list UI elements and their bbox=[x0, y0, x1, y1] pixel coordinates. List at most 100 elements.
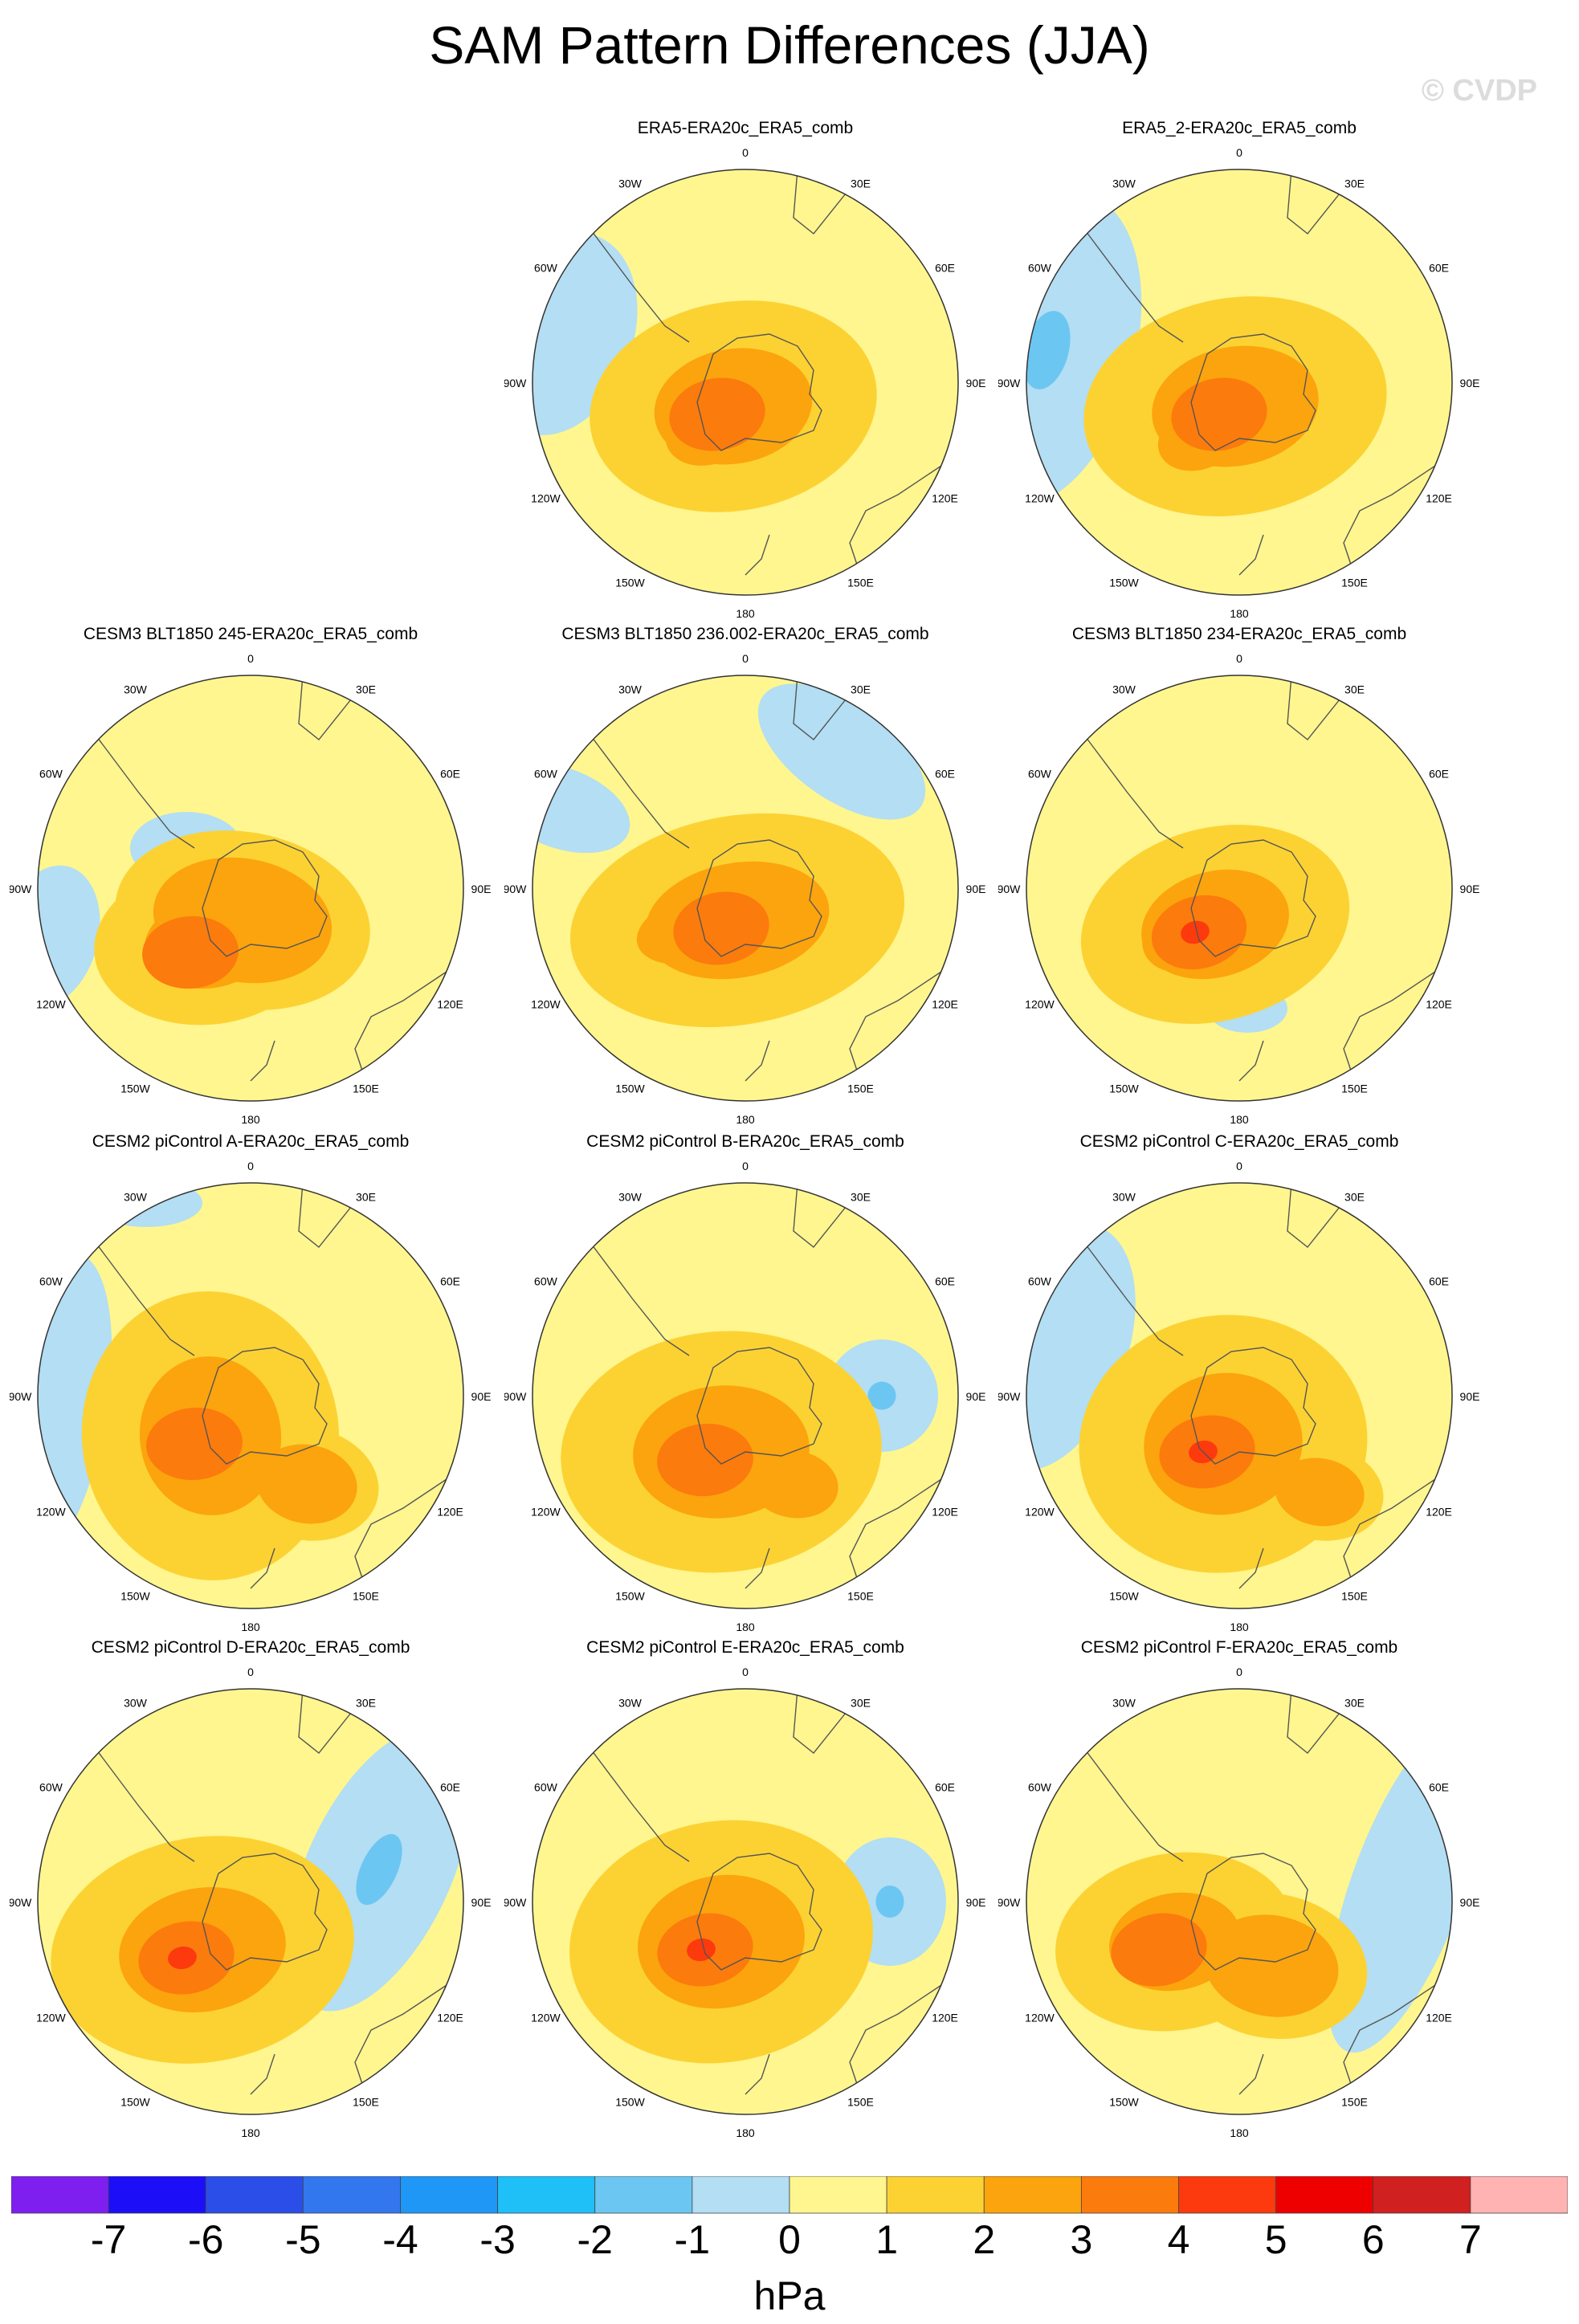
lon-label: 30E bbox=[356, 1190, 376, 1203]
lon-label: 150W bbox=[615, 1590, 645, 1603]
lon-label: 60E bbox=[440, 1275, 460, 1288]
colorbar-tick-label: -1 bbox=[674, 2217, 711, 2262]
lon-label: 0 bbox=[247, 652, 254, 665]
lon-label: 120W bbox=[1025, 1506, 1055, 1519]
lon-label: 120W bbox=[531, 998, 561, 1011]
lon-label: 60W bbox=[534, 1781, 558, 1794]
new-zealand-coastline bbox=[1238, 534, 1264, 576]
lon-label: 60E bbox=[935, 1275, 955, 1288]
lon-label: 30W bbox=[618, 683, 643, 695]
lon-label: 30E bbox=[1344, 1190, 1365, 1203]
lon-label: 150E bbox=[1341, 2096, 1368, 2109]
antarctica-coastline bbox=[696, 839, 822, 957]
lon-label: 150E bbox=[1341, 1082, 1368, 1095]
watermark: © CVDP bbox=[1421, 74, 1537, 108]
colorbar-tick-label: 4 bbox=[1167, 2217, 1190, 2262]
south-america-coastline bbox=[89, 1740, 195, 1862]
lon-label: 180 bbox=[241, 1113, 260, 1126]
polar-map: 0 30E 60E 90E 120E 150E 180 150W 120W 90W 60W 30W bbox=[998, 652, 1480, 1126]
lon-label: 30W bbox=[124, 683, 148, 695]
colorbar-tick-label: 6 bbox=[1361, 2217, 1385, 2262]
australia-coastline bbox=[849, 1981, 947, 2087]
map-border bbox=[1026, 1688, 1453, 2115]
lon-label: 150E bbox=[1341, 577, 1368, 589]
lon-label: 90W bbox=[504, 1896, 527, 1909]
lon-label: 150E bbox=[847, 1082, 874, 1095]
colorbar-swatch bbox=[205, 2176, 304, 2214]
polar-map: 0 30E 60E 90E 120E 150E 180 150W 120W 90W 60W 30W bbox=[998, 1160, 1479, 1633]
lon-label: 60W bbox=[1028, 1275, 1052, 1288]
lon-label: 90E bbox=[1460, 883, 1480, 895]
lon-label: 0 bbox=[1236, 1666, 1242, 1678]
lon-label: 120W bbox=[531, 492, 561, 505]
contour-4-5 bbox=[1181, 920, 1210, 944]
lon-label: 60W bbox=[534, 768, 558, 781]
australia-coastline bbox=[849, 1475, 947, 1581]
map-border bbox=[532, 1182, 959, 1609]
map-panel: ERA5_2-ERA20c_ERA5_comb 0 30E 60E 90E 120E 150… bbox=[998, 119, 1480, 625]
panel-title: CESM2 piControl F-ERA20c_ERA5_comb bbox=[1080, 1638, 1398, 1657]
colorbar-swatch bbox=[983, 2176, 1082, 2214]
lon-label: 90E bbox=[966, 883, 986, 895]
polar-map: 0 30E 60E 90E 120E 150E 180 150W 120W 90W 60W 30W bbox=[504, 652, 986, 1126]
colorbar-tick-label: 3 bbox=[1070, 2217, 1093, 2262]
colorbar-swatch bbox=[594, 2176, 693, 2214]
colorbar-units: hPa bbox=[753, 2273, 826, 2318]
lon-label: 0 bbox=[742, 652, 749, 665]
australia-coastline bbox=[849, 968, 947, 1074]
lon-label: 90E bbox=[966, 377, 986, 389]
colorbar-tick-label: -7 bbox=[90, 2217, 127, 2262]
lon-label: 150W bbox=[615, 577, 645, 589]
lon-label: 120W bbox=[36, 998, 66, 1011]
australia-coastline bbox=[354, 1475, 452, 1581]
colorbar-swatch bbox=[886, 2176, 985, 2214]
antarctica-coastline bbox=[202, 839, 328, 957]
lon-label: 30E bbox=[851, 683, 871, 695]
lon-label: 90W bbox=[998, 377, 1021, 389]
panel-title: CESM3 BLT1850 234-ERA20c_ERA5_comb bbox=[1071, 625, 1407, 643]
colorbar-swatch bbox=[692, 2176, 790, 2214]
australia-coastline bbox=[849, 462, 947, 568]
lon-label: 120W bbox=[1025, 2012, 1055, 2024]
contour-neg-0-1 bbox=[38, 865, 100, 1008]
lon-label: 30W bbox=[618, 1696, 643, 1709]
lon-label: 120W bbox=[36, 1506, 66, 1519]
new-zealand-coastline bbox=[1238, 2053, 1264, 2095]
lon-label: 180 bbox=[736, 1113, 755, 1126]
south-america-coastline bbox=[584, 221, 690, 343]
colorbar-swatch bbox=[400, 2176, 499, 2214]
lon-label: 150W bbox=[615, 1082, 645, 1095]
panel-title: CESM3 BLT1850 245-ERA20c_ERA5_comb bbox=[83, 625, 418, 643]
colorbar-tick-label: 2 bbox=[973, 2217, 996, 2262]
panel-title: CESM2 piControl B-ERA20c_ERA5_comb bbox=[586, 1132, 904, 1151]
south-america-coastline bbox=[584, 1740, 690, 1862]
lon-label: 60E bbox=[1429, 768, 1449, 781]
contour-neg-0-1 bbox=[532, 762, 630, 854]
lon-label: 90W bbox=[504, 377, 527, 389]
lon-label: 60E bbox=[1429, 262, 1449, 275]
lon-label: 90E bbox=[966, 1896, 986, 1909]
page-title: SAM Pattern Differences (JJA) bbox=[429, 15, 1150, 75]
colorbar-swatch bbox=[1470, 2176, 1568, 2214]
antarctica-coastline bbox=[1190, 839, 1316, 957]
lon-label: 150W bbox=[615, 2096, 645, 2109]
lon-label: 120E bbox=[932, 2012, 958, 2024]
contour-neg-0-1 bbox=[38, 1253, 112, 1571]
map-border bbox=[37, 1688, 464, 2115]
lon-label: 90W bbox=[504, 1390, 527, 1403]
lon-label: 30E bbox=[1344, 683, 1365, 695]
lon-label: 120W bbox=[36, 2012, 66, 2024]
lon-label: 60W bbox=[1028, 1781, 1052, 1794]
antarctica-coastline bbox=[696, 333, 822, 451]
map-border bbox=[1026, 675, 1453, 1102]
antarctica-coastline bbox=[202, 1853, 328, 1971]
panel-title: CESM2 piControl D-ERA20c_ERA5_comb bbox=[91, 1638, 410, 1657]
antarctica-coastline bbox=[202, 1347, 328, 1465]
lon-label: 90E bbox=[1460, 1896, 1480, 1909]
lon-label: 180 bbox=[1230, 1621, 1249, 1633]
australia-coastline bbox=[1343, 1475, 1441, 1581]
new-zealand-coastline bbox=[250, 1547, 275, 1589]
new-zealand-coastline bbox=[745, 1040, 770, 1082]
colorbar-swatch bbox=[1080, 2176, 1179, 2214]
lon-label: 0 bbox=[247, 1160, 254, 1172]
